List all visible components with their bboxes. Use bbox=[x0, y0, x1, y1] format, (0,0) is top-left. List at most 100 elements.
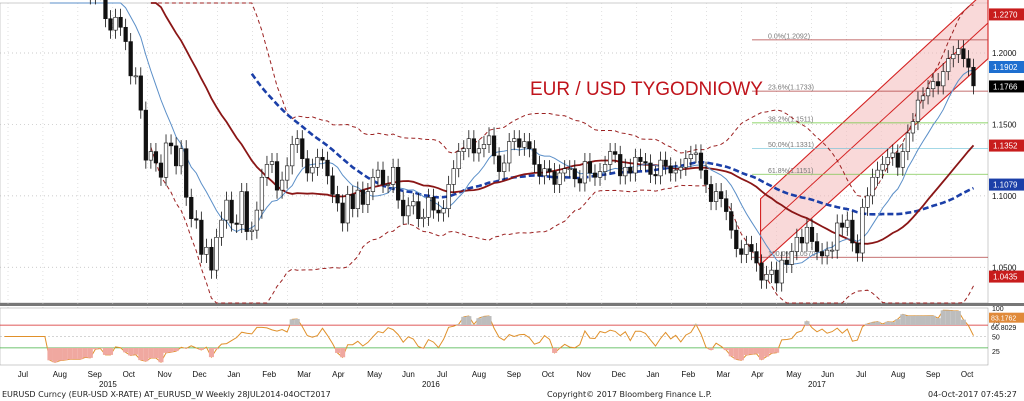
price-box bbox=[989, 270, 1024, 283]
x-tick-label: Apr bbox=[332, 370, 345, 379]
candle-body bbox=[830, 249, 835, 252]
candle-body bbox=[759, 262, 764, 281]
candle-body bbox=[143, 109, 148, 161]
candle-body bbox=[537, 164, 542, 177]
candle-body bbox=[850, 219, 855, 244]
rsi-value-label: 83.1762 bbox=[991, 316, 1016, 323]
candle-body bbox=[628, 166, 633, 174]
candle-body bbox=[133, 75, 138, 78]
candle-body bbox=[971, 66, 976, 87]
x-tick-label: Nov bbox=[577, 370, 591, 379]
price-box-label: 1.1079 bbox=[993, 181, 1018, 190]
x-tick-label: Dec bbox=[192, 370, 206, 379]
candle-body bbox=[597, 171, 603, 178]
x-tick-label: Nov bbox=[157, 370, 171, 379]
candle-body bbox=[961, 48, 966, 60]
candle-body bbox=[396, 166, 401, 201]
chart-title: EUR / USD TYGODNIOWY bbox=[530, 79, 763, 100]
candle-body bbox=[158, 162, 164, 178]
candle-body bbox=[663, 159, 668, 167]
candle-body bbox=[769, 269, 774, 275]
x-tick-label: Oct bbox=[123, 370, 136, 379]
candle-body bbox=[239, 191, 244, 225]
candle-body bbox=[355, 189, 360, 210]
year-label: 2017 bbox=[808, 380, 826, 389]
x-tick-label: Feb bbox=[262, 370, 276, 379]
x-tick-label: Jun bbox=[402, 370, 415, 379]
candle-body bbox=[532, 148, 537, 165]
rsi-value-label: 66.8029 bbox=[991, 325, 1016, 332]
candle-body bbox=[295, 138, 300, 145]
candle-body bbox=[229, 199, 234, 224]
candle-body bbox=[375, 169, 381, 178]
candle-body bbox=[946, 58, 951, 72]
candle-body bbox=[678, 166, 683, 171]
candle-body bbox=[431, 196, 436, 211]
candle-body bbox=[708, 184, 714, 202]
candle-body bbox=[658, 159, 663, 177]
candle-body bbox=[138, 75, 143, 111]
y-tick-label: 1.1500 bbox=[992, 120, 1017, 129]
footer-instrument: EURUSD Curncy (EUR-USD X-RATE) AT_EURUSD… bbox=[2, 390, 331, 399]
x-tick-label: Apr bbox=[751, 370, 764, 379]
candle-body bbox=[774, 269, 779, 284]
candle-body bbox=[234, 222, 239, 225]
year-label: 2015 bbox=[99, 380, 117, 389]
price-box-label: 1.1352 bbox=[993, 142, 1018, 151]
candle-body bbox=[693, 152, 699, 155]
candle-body bbox=[522, 141, 527, 148]
candle-body bbox=[905, 132, 910, 152]
price-box bbox=[989, 80, 1024, 93]
candle-body bbox=[648, 162, 653, 175]
x-tick-label: Aug bbox=[472, 370, 486, 379]
candle-body bbox=[703, 169, 709, 185]
x-tick-label: Mar bbox=[716, 370, 730, 379]
candle-body bbox=[113, 16, 118, 31]
candle-body bbox=[385, 184, 391, 186]
rsi-line bbox=[4, 309, 974, 363]
candle-body bbox=[941, 71, 946, 87]
candle-body bbox=[870, 176, 875, 197]
candle-body bbox=[310, 166, 315, 174]
candle-body bbox=[956, 48, 961, 55]
x-tick-label: Jun bbox=[821, 370, 834, 379]
candle-body bbox=[446, 184, 451, 210]
candle-body bbox=[421, 216, 426, 220]
candle-body bbox=[345, 194, 350, 224]
candle-body bbox=[749, 244, 754, 252]
candle-body bbox=[380, 169, 386, 185]
candle-body bbox=[845, 219, 850, 228]
x-tick-label: Jul bbox=[856, 370, 866, 379]
candle-body bbox=[734, 229, 739, 250]
rsi-tick-label: 100 bbox=[992, 306, 1004, 313]
candle-body bbox=[168, 142, 174, 147]
candle-body bbox=[910, 121, 916, 134]
candle-body bbox=[335, 194, 340, 204]
candle-body bbox=[638, 156, 643, 162]
x-tick-label: Aug bbox=[53, 370, 67, 379]
candle-body bbox=[547, 168, 552, 172]
candle-body bbox=[325, 159, 330, 177]
x-tick-label: Oct bbox=[542, 370, 555, 379]
price-box-label: 1.2270 bbox=[993, 10, 1018, 19]
candle-body bbox=[128, 41, 133, 77]
candle-body bbox=[189, 196, 194, 220]
candle-body bbox=[840, 222, 845, 228]
candle-body bbox=[562, 168, 567, 174]
candle-body bbox=[729, 211, 734, 231]
y-tick-label: 1.2000 bbox=[992, 49, 1017, 58]
candle-body bbox=[527, 141, 532, 150]
candle-body bbox=[466, 138, 471, 150]
candle-body bbox=[784, 259, 789, 265]
x-tick-label: Feb bbox=[681, 370, 695, 379]
candle-body bbox=[285, 165, 290, 181]
x-tick-label: Sep bbox=[88, 370, 103, 379]
year-label: 2016 bbox=[422, 380, 440, 389]
candle-body bbox=[587, 161, 593, 174]
candle-body bbox=[698, 152, 704, 171]
price-box bbox=[989, 61, 1024, 73]
candle-body bbox=[486, 135, 492, 145]
candle-body bbox=[930, 81, 936, 90]
candle-body bbox=[799, 236, 805, 244]
candle-body bbox=[552, 171, 557, 185]
